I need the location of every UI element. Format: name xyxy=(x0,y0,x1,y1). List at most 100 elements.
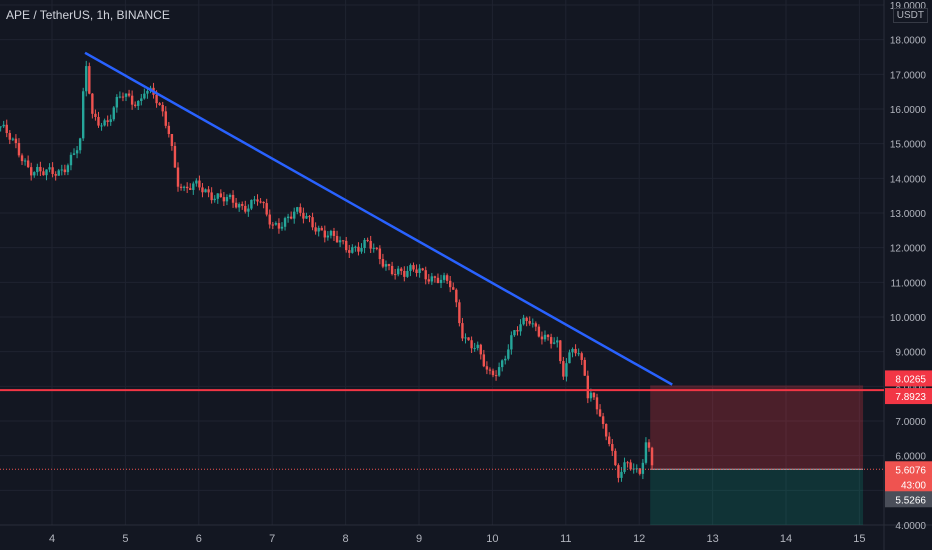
candle-body xyxy=(271,224,275,226)
candle-body xyxy=(510,335,513,350)
candle-body xyxy=(17,143,21,156)
candle-body xyxy=(601,416,605,425)
candle-body xyxy=(164,111,167,126)
drawn-lines[interactable] xyxy=(0,51,884,470)
candle-body xyxy=(210,192,213,201)
candle-body xyxy=(103,120,106,126)
candle-body xyxy=(244,205,247,212)
candle-body xyxy=(363,239,366,249)
candle-body xyxy=(442,275,446,280)
symbol-title: APE / TetherUS, 1h, BINANCE xyxy=(6,8,170,22)
time-axis[interactable]: 4 5 6 7 8 9 10 11 12 13 14 15 xyxy=(49,533,866,545)
candle-body xyxy=(565,363,568,377)
candle-body xyxy=(384,264,388,267)
candle-body xyxy=(620,471,623,478)
candle-body xyxy=(121,96,125,98)
candle-body xyxy=(439,279,443,284)
candle-body xyxy=(216,193,219,199)
candle-body xyxy=(393,274,397,276)
y-tick-label: 14.0000 xyxy=(890,174,927,185)
candle-body xyxy=(332,230,336,236)
level-price-label: 7.8923 xyxy=(895,392,926,403)
candle-body xyxy=(403,270,406,277)
candle-body xyxy=(598,409,602,417)
candle-body xyxy=(559,340,562,362)
candle-body xyxy=(179,186,183,188)
y-tick-label: 12.0000 xyxy=(890,244,927,255)
take-profit-zone xyxy=(650,469,864,525)
candles xyxy=(0,60,654,483)
candle-body xyxy=(256,199,259,202)
candle-body xyxy=(568,352,571,364)
candle-body xyxy=(323,230,327,238)
candle-body xyxy=(137,100,140,106)
price-axis[interactable]: 4.00005.00006.00007.00008.00009.000010.0… xyxy=(890,1,927,532)
countdown-label: 43:00 xyxy=(901,480,926,491)
candle-body xyxy=(314,227,317,232)
candle-body xyxy=(26,160,30,168)
candle-body xyxy=(608,436,611,445)
candle-body xyxy=(326,235,330,238)
candle-body xyxy=(507,349,510,359)
candle-body xyxy=(280,226,284,229)
candle-body xyxy=(549,337,553,344)
candle-body xyxy=(48,167,51,170)
candle-body xyxy=(552,342,556,344)
price-labels: 8.0265 7.8923 5.6076 43:00 5.5266 xyxy=(885,370,932,508)
candle-body xyxy=(574,348,577,354)
candle-body xyxy=(85,66,88,92)
candle-body xyxy=(583,359,586,376)
x-tick-label: 5 xyxy=(122,533,128,545)
candle-body xyxy=(617,465,620,478)
candle-body xyxy=(638,468,642,474)
candle-body xyxy=(351,247,354,253)
x-tick-label: 12 xyxy=(633,533,645,545)
candle-body xyxy=(577,353,580,355)
candle-body xyxy=(289,216,293,219)
candle-body xyxy=(317,227,320,232)
candle-body xyxy=(476,344,479,349)
level-price-label-bg xyxy=(885,388,932,405)
candle-body xyxy=(531,323,534,325)
y-tick-label: 15.0000 xyxy=(890,140,927,151)
candle-body xyxy=(522,317,525,325)
y-tick-label: 4.0000 xyxy=(895,521,926,532)
candle-body xyxy=(11,138,15,140)
candle-body xyxy=(433,276,437,278)
candle-body xyxy=(66,165,70,173)
candle-body xyxy=(231,194,235,203)
x-tick-label: 6 xyxy=(196,533,202,545)
candle-body xyxy=(513,330,516,336)
y-tick-label: 17.0000 xyxy=(890,70,927,81)
candle-body xyxy=(464,337,467,339)
candle-body xyxy=(94,113,97,117)
candle-body xyxy=(335,235,339,243)
candle-body xyxy=(397,268,400,275)
candle-body xyxy=(0,126,2,128)
candle-body xyxy=(109,119,112,122)
candle-body xyxy=(623,462,626,472)
x-tick-label: 15 xyxy=(853,533,865,545)
candle-body xyxy=(228,194,232,198)
y-tick-label: 8.0000 xyxy=(895,382,926,393)
candle-body xyxy=(182,186,186,188)
candle-body xyxy=(308,215,311,218)
current-price-label: 5.6076 xyxy=(895,465,926,476)
candle-body xyxy=(185,186,189,189)
stop-price-label-bg xyxy=(885,370,932,387)
candle-body xyxy=(78,138,82,151)
currency-badge[interactable]: USDT xyxy=(892,8,928,23)
y-tick-label: 16.0000 xyxy=(890,105,927,116)
candle-body xyxy=(30,167,33,176)
candle-body xyxy=(69,154,73,166)
candle-body xyxy=(611,444,614,451)
candle-body xyxy=(241,204,244,206)
candle-body xyxy=(360,248,363,252)
candle-body xyxy=(234,202,238,208)
candle-body xyxy=(372,247,375,249)
candle-body xyxy=(528,321,531,324)
candle-body xyxy=(286,216,290,219)
candle-body xyxy=(247,208,250,212)
candle-body xyxy=(378,248,382,260)
